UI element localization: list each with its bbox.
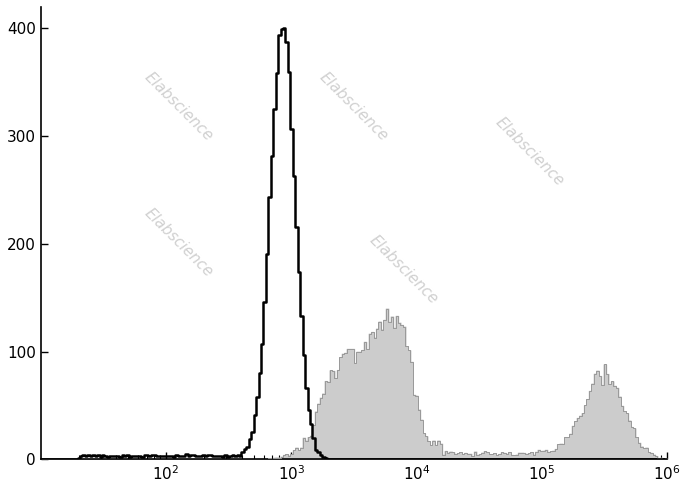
Text: Elabscience: Elabscience [142,205,216,279]
Text: Elabscience: Elabscience [367,232,441,307]
Text: Elabscience: Elabscience [142,69,216,144]
Text: Elabscience: Elabscience [492,115,567,189]
Text: Elabscience: Elabscience [316,69,391,144]
